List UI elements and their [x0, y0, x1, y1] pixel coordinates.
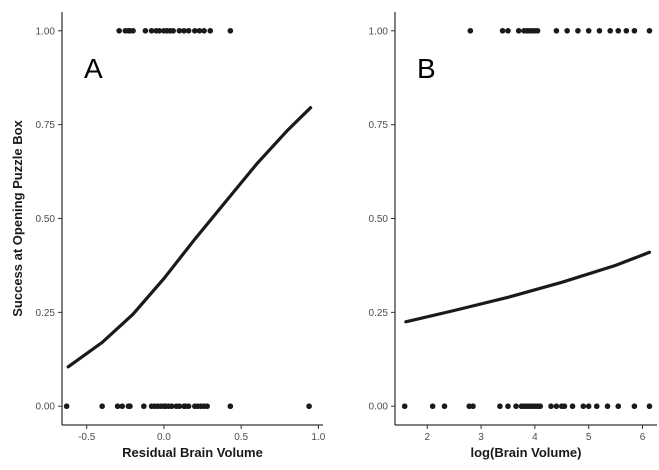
- y-tick-label: 0.00: [36, 402, 56, 413]
- data-point: [148, 27, 155, 34]
- data-point: [623, 27, 630, 34]
- data-point: [575, 27, 581, 34]
- data-point: [515, 27, 522, 34]
- data-point: [185, 27, 192, 34]
- data-point: [156, 27, 163, 34]
- panel-a: 0.00 0.25 0.50 0.75 1.00 -0.5 0.0 0.5 1.0 Residua…: [36, 12, 326, 460]
- data-point: [580, 403, 587, 410]
- data-point: [646, 403, 653, 410]
- y-axis-title: Success at Opening Puzzle Box: [10, 119, 25, 316]
- data-point: [176, 27, 183, 34]
- data-point: [119, 403, 126, 410]
- data-point: [227, 403, 234, 410]
- data-point: [196, 27, 203, 34]
- data-point: [227, 27, 234, 34]
- x-tick-label: 6: [640, 432, 646, 443]
- fit-curve: [404, 250, 652, 324]
- panel-label: B: [417, 53, 436, 84]
- data-point: [585, 403, 592, 410]
- y-tick-label: 0.25: [369, 308, 389, 319]
- data-point: [569, 403, 576, 410]
- data-point: [168, 403, 175, 410]
- data-point: [505, 403, 511, 410]
- data-point: [142, 27, 149, 34]
- data-point: [548, 403, 554, 410]
- data-point: [564, 27, 570, 34]
- y-tick-label: 0.50: [369, 214, 389, 225]
- data-point: [607, 27, 613, 34]
- data-point: [585, 27, 592, 34]
- data-point: [207, 27, 214, 34]
- data-point: [537, 403, 544, 410]
- data-point: [176, 403, 183, 410]
- panel-label: A: [84, 53, 103, 84]
- y-tick-label: 1.00: [36, 26, 56, 37]
- y-tick-label: 0.00: [369, 402, 389, 413]
- data-point: [141, 403, 147, 410]
- data-point: [596, 27, 603, 34]
- data-point: [130, 27, 136, 34]
- data-point: [99, 403, 105, 410]
- data-point: [534, 27, 541, 34]
- data-point: [553, 403, 560, 410]
- data-point: [604, 403, 611, 410]
- data-point: [170, 27, 176, 34]
- data-point: [593, 403, 600, 410]
- data-point: [63, 403, 70, 410]
- data-point: [429, 403, 436, 410]
- x-axis-title: log(Brain Volume): [471, 445, 582, 460]
- x-tick-label: 3: [478, 432, 484, 443]
- data-point: [631, 403, 638, 410]
- data-point: [114, 403, 121, 410]
- x-tick-label: 5: [586, 432, 592, 443]
- x-tick-label: 1.0: [311, 432, 325, 443]
- data-point: [306, 403, 312, 410]
- data-point: [185, 403, 192, 410]
- y-tick-label: 0.50: [36, 214, 56, 225]
- data-point: [192, 27, 198, 34]
- y-tick-label: 0.75: [369, 120, 389, 131]
- data-point: [116, 27, 122, 34]
- data-point: [470, 403, 476, 410]
- x-tick-label: 4: [532, 432, 538, 443]
- data-point: [646, 27, 653, 34]
- data-point: [553, 27, 560, 34]
- panel-b: 0.00 0.25 0.50 0.75 1.00 2 3 4 5 6 log(Brain Volum…: [369, 12, 657, 460]
- data-point: [401, 403, 408, 410]
- y-tick-label: 0.25: [36, 308, 56, 319]
- data-point: [497, 403, 503, 410]
- data-point: [505, 27, 511, 34]
- data-point: [181, 27, 187, 34]
- data-point: [631, 27, 638, 34]
- fit-curve: [66, 106, 313, 369]
- data-point: [441, 403, 448, 410]
- x-tick-label: 2: [424, 432, 430, 443]
- data-point: [204, 403, 210, 410]
- data-point: [499, 27, 506, 34]
- data-point: [615, 403, 622, 410]
- x-tick-label: 0.5: [234, 432, 248, 443]
- y-tick-label: 0.75: [36, 120, 56, 131]
- data-point: [127, 403, 133, 410]
- data-point: [615, 27, 622, 34]
- x-tick-label: 0.0: [157, 432, 171, 443]
- x-axis-title: Residual Brain Volume: [122, 445, 263, 460]
- data-point: [201, 27, 207, 34]
- data-point: [561, 403, 568, 410]
- y-tick-label: 1.00: [369, 26, 389, 37]
- data-point: [467, 27, 474, 34]
- x-tick-label: -0.5: [78, 432, 96, 443]
- data-point: [513, 403, 519, 410]
